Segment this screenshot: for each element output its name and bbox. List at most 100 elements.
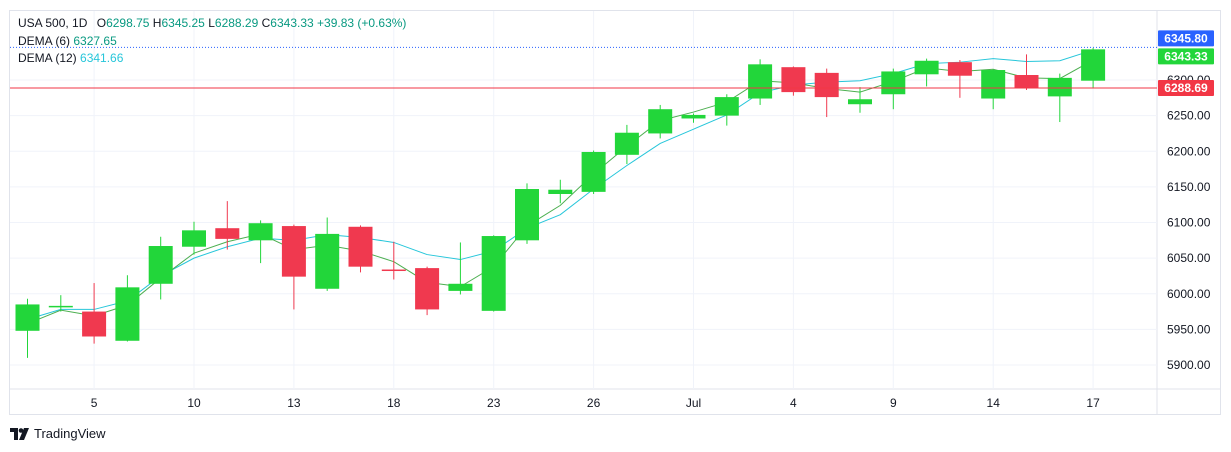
alert-price-tag-bg	[1158, 80, 1214, 97]
close-price-tag: 6343.33	[1158, 48, 1214, 65]
candle	[448, 242, 473, 295]
chart-frame[interactable]	[9, 10, 1221, 415]
candle	[714, 94, 739, 126]
candle-body	[1081, 49, 1106, 81]
candle	[781, 66, 806, 96]
candle	[648, 104, 673, 139]
candle	[148, 236, 173, 300]
time-tick-label: 10	[187, 396, 201, 410]
dema12-value: 6341.66	[80, 51, 124, 65]
close-price-tag-text: 6343.33	[1164, 49, 1208, 63]
price-tick-label: 6050.00	[1167, 251, 1211, 265]
close-value: 6343.33	[270, 16, 314, 30]
candles[interactable]	[15, 47, 1106, 358]
candle	[248, 220, 273, 264]
time-tick-label: 23	[487, 396, 501, 410]
candle	[348, 225, 373, 273]
candle	[1014, 54, 1039, 90]
candle-body	[415, 268, 440, 310]
candle-body	[82, 311, 107, 337]
price-tick-label: 6150.00	[1167, 180, 1211, 194]
time-tick-label: 26	[587, 396, 601, 410]
candle	[215, 201, 240, 250]
candle	[614, 124, 639, 165]
price-tick-label: 6250.00	[1167, 109, 1211, 123]
candle-body	[848, 99, 872, 105]
last-price-tag-text: 6345.80	[1164, 31, 1208, 45]
open-value: 6298.75	[106, 16, 150, 30]
candle	[1081, 47, 1106, 89]
candle	[548, 179, 573, 204]
candle-body	[614, 132, 639, 155]
time-tick-label: 4	[790, 396, 797, 410]
high-value: 6345.25	[161, 16, 205, 30]
time-tick-label: 17	[1086, 396, 1100, 410]
close-label: C	[261, 16, 271, 30]
candle-body	[48, 305, 73, 308]
grid	[10, 11, 1221, 414]
time-tick-label: 13	[287, 396, 301, 410]
candle	[82, 283, 107, 344]
alert-price-tag: 6288.69	[1158, 80, 1214, 97]
time-tick-label: Jul	[686, 396, 701, 410]
last-price-tag: 6345.80	[1158, 30, 1214, 47]
candle-body	[714, 97, 739, 116]
candle	[415, 266, 440, 316]
candle	[748, 59, 773, 105]
candle-body	[581, 151, 606, 192]
dema12-label: DEMA (12)	[18, 51, 77, 65]
candle-body	[315, 233, 340, 289]
candle-body	[515, 189, 539, 241]
dema12-legend[interactable]: DEMA (12) 6341.66	[18, 51, 123, 65]
candle-body	[648, 109, 673, 134]
tradingview-branding[interactable]: TradingView	[10, 426, 106, 441]
alert-price-tag-text: 6288.69	[1164, 81, 1208, 95]
candle-body	[248, 223, 273, 241]
candle-body	[448, 283, 473, 291]
candle-body	[814, 72, 839, 98]
time-tick-label: 5	[91, 396, 98, 410]
last-price-tag-bg	[1158, 30, 1214, 47]
candle	[814, 68, 839, 118]
candle-body	[481, 236, 506, 311]
candle	[947, 60, 972, 98]
candle-body	[1014, 75, 1039, 88]
price-tick-label: 5950.00	[1167, 322, 1211, 336]
change-value: +39.83 (+0.63%)	[317, 16, 407, 30]
candle-body	[281, 226, 306, 277]
candle	[981, 69, 1006, 110]
time-tick-label: 18	[387, 396, 401, 410]
time-tick-label: 14	[987, 396, 1001, 410]
tradingview-logo-icon	[10, 427, 29, 440]
price-tick-label: 5900.00	[1167, 358, 1211, 372]
price-tags: 6345.80 6343.33 6288.69	[1158, 30, 1214, 97]
candle-body	[182, 230, 206, 247]
ohlc-legend: USA 500, 1D O6298.75 H6345.25 L6288.29 C…	[18, 16, 406, 30]
price-axis[interactable]: 5900.00 5950.00 6000.00 6050.00 6100.00 6150.…	[1167, 73, 1211, 372]
candle-body	[15, 304, 40, 331]
candle	[381, 241, 406, 280]
candle	[681, 113, 706, 123]
open-label: O	[96, 16, 107, 30]
low-label: L	[208, 16, 215, 30]
low-value: 6288.29	[214, 16, 259, 30]
time-axis[interactable]: 5 10 13 18 23 26 Jul 4 9 14 17	[91, 396, 1100, 410]
dema6-legend[interactable]: DEMA (6) 6327.65	[18, 34, 117, 48]
dema6-value: 6327.65	[73, 34, 117, 48]
price-tick-label: 6100.00	[1167, 216, 1211, 230]
candle	[115, 275, 140, 342]
candle	[182, 221, 206, 255]
high-label: H	[152, 16, 162, 30]
candle-body	[348, 226, 373, 267]
tradingview-logo-text: TradingView	[34, 426, 106, 441]
candle-body	[381, 269, 406, 272]
candle-body	[881, 71, 906, 95]
price-tick-label: 6200.00	[1167, 144, 1211, 158]
price-lines	[10, 46, 1157, 89]
price-tick-label: 6000.00	[1167, 287, 1211, 301]
candle-body	[681, 114, 706, 119]
candle	[515, 183, 539, 244]
candle-body	[1047, 77, 1072, 97]
candle	[315, 217, 340, 291]
